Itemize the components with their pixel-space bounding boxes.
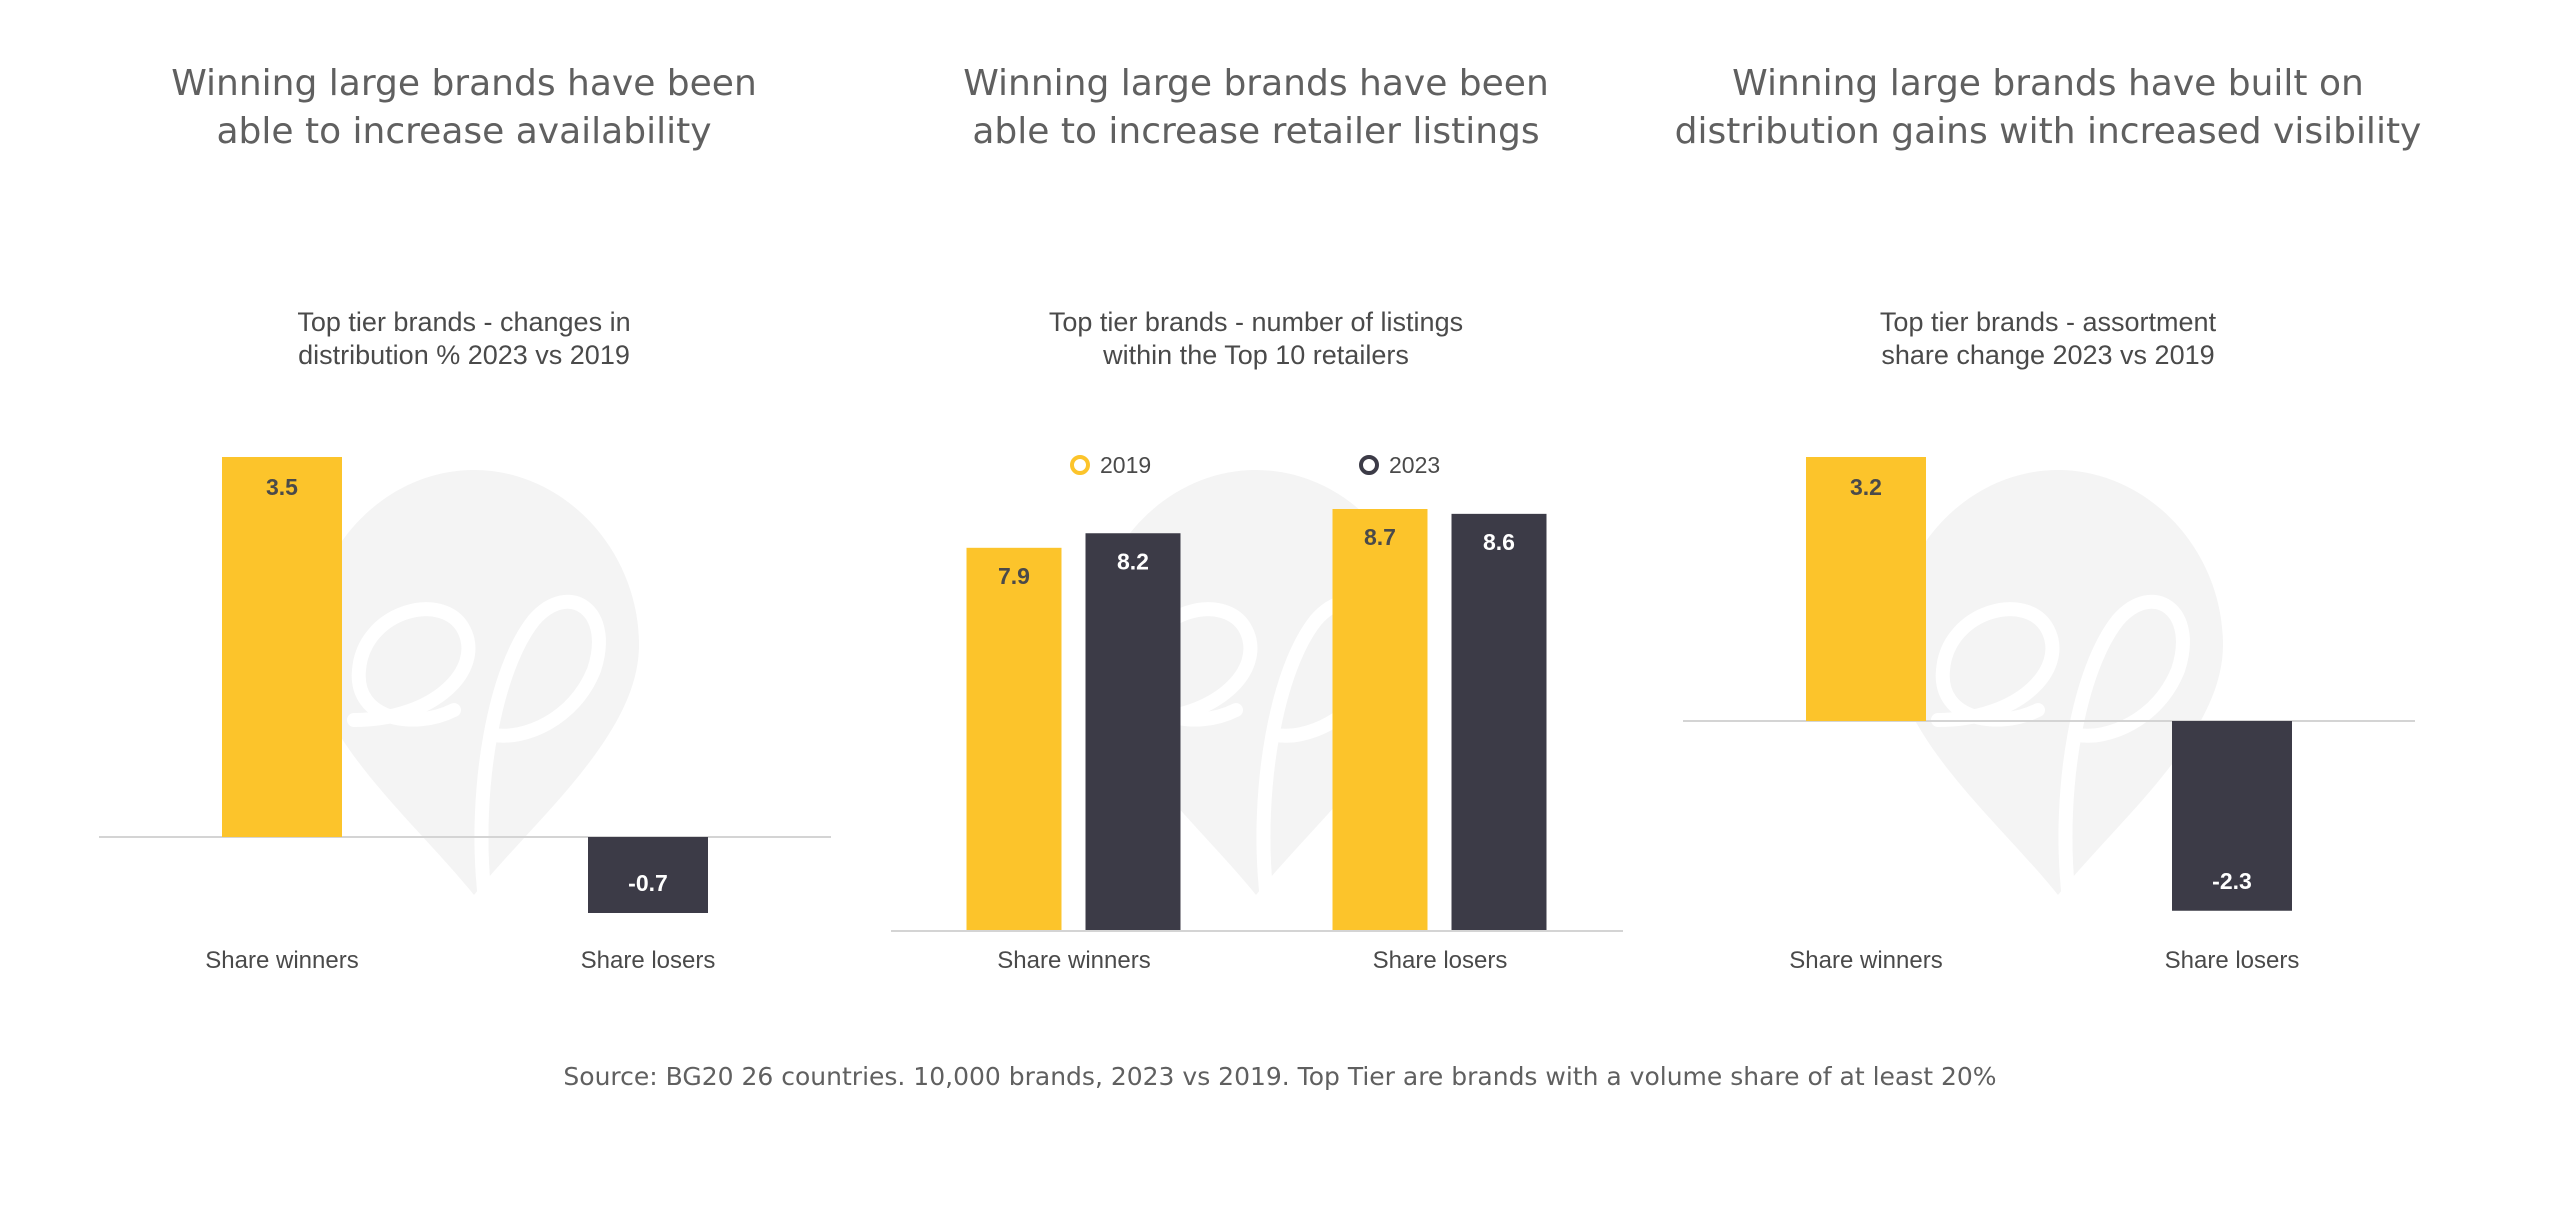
distribution-change-chart: 3.5 Share winners -0.7 Share losers [99,457,831,974]
chart-title-line-2: share change 2023 vs 2019 [1881,340,2215,370]
data-label: 7.9 [998,563,1030,589]
bar-negative [588,837,708,913]
chart-title-line-1: Top tier brands - changes in [297,307,631,337]
panel-headline: Winning large brands have been able to i… [44,60,884,156]
panel-headline: Winning large brands have built on distr… [1628,60,2468,156]
category-tick-label: Share winners [205,947,358,974]
panel-listings: Winning large brands have been able to i… [836,0,1676,1227]
category-tick-label: Share losers [1373,947,1508,974]
chart-title-line-2: distribution % 2023 vs 2019 [298,340,630,370]
headline-line-2: able to increase retailer listings [972,111,1540,152]
bar-negative [2172,721,2292,911]
headline-line-2: able to increase availability [216,111,712,152]
category-tick-label: Share losers [2165,947,2300,974]
data-label: 8.2 [1117,548,1149,574]
category-tick-label: Share winners [1789,947,1942,974]
data-label: 3.5 [266,474,298,500]
panel-availability: Winning large brands have been able to i… [44,0,884,1227]
data-label: -0.7 [628,870,668,896]
chart-title: Top tier brands - assortment share chang… [1628,306,2468,372]
category-tick-label: Share winners [997,947,1150,974]
data-label: 3.2 [1850,474,1882,500]
legend-label: 2019 [1100,452,1151,478]
retailer-listings-chart: 7.9 8.7 8.2 8.6 Share winners Share losers 201… [891,452,1623,974]
legend-label: 2023 [1389,452,1440,478]
headline-line-2: distribution gains with increased visibi… [1674,111,2422,152]
watermark-logo [1893,470,2223,897]
bar-positive [222,457,342,837]
chart-title: Top tier brands - number of listings wit… [836,306,1676,372]
chart-title: Top tier brands - changes in distributio… [44,306,884,372]
bar-2023 [1451,513,1547,931]
data-label: 8.7 [1364,524,1396,550]
bar-2019 [966,547,1062,931]
chart-title-line-2: within the Top 10 retailers [1103,340,1409,370]
watermark-logo [309,470,639,897]
chart-title-line-1: Top tier brands - assortment [1879,307,2217,337]
data-label: 8.6 [1483,529,1515,555]
chart-title-line-1: Top tier brands - number of listings [1048,307,1464,337]
data-label: -2.3 [2212,868,2252,894]
watermark-script [1931,594,2190,897]
headline-line-1: Winning large brands have been [963,63,1549,104]
bar-positive [1806,457,1926,721]
category-tick-label: Share losers [581,947,716,974]
assortment-share-chart: 3.2 Share winners -2.3 Share losers [1683,457,2415,974]
bar-2019 [1332,509,1428,931]
legend-marker-2019 [1070,455,1090,475]
panel-headline: Winning large brands have been able to i… [836,60,1676,156]
headline-line-1: Winning large brands have been [171,63,757,104]
panel-visibility: Winning large brands have built on distr… [1628,0,2468,1227]
watermark-shape [1893,470,2223,895]
source-note: Source: BG20 26 countries. 10,000 brands… [563,1062,1997,1091]
headline-line-1: Winning large brands have built on [1732,63,2364,104]
legend-marker-2023 [1359,455,1379,475]
watermark-script [347,594,606,897]
watermark-shape [309,470,639,895]
bar-2023 [1085,533,1181,931]
